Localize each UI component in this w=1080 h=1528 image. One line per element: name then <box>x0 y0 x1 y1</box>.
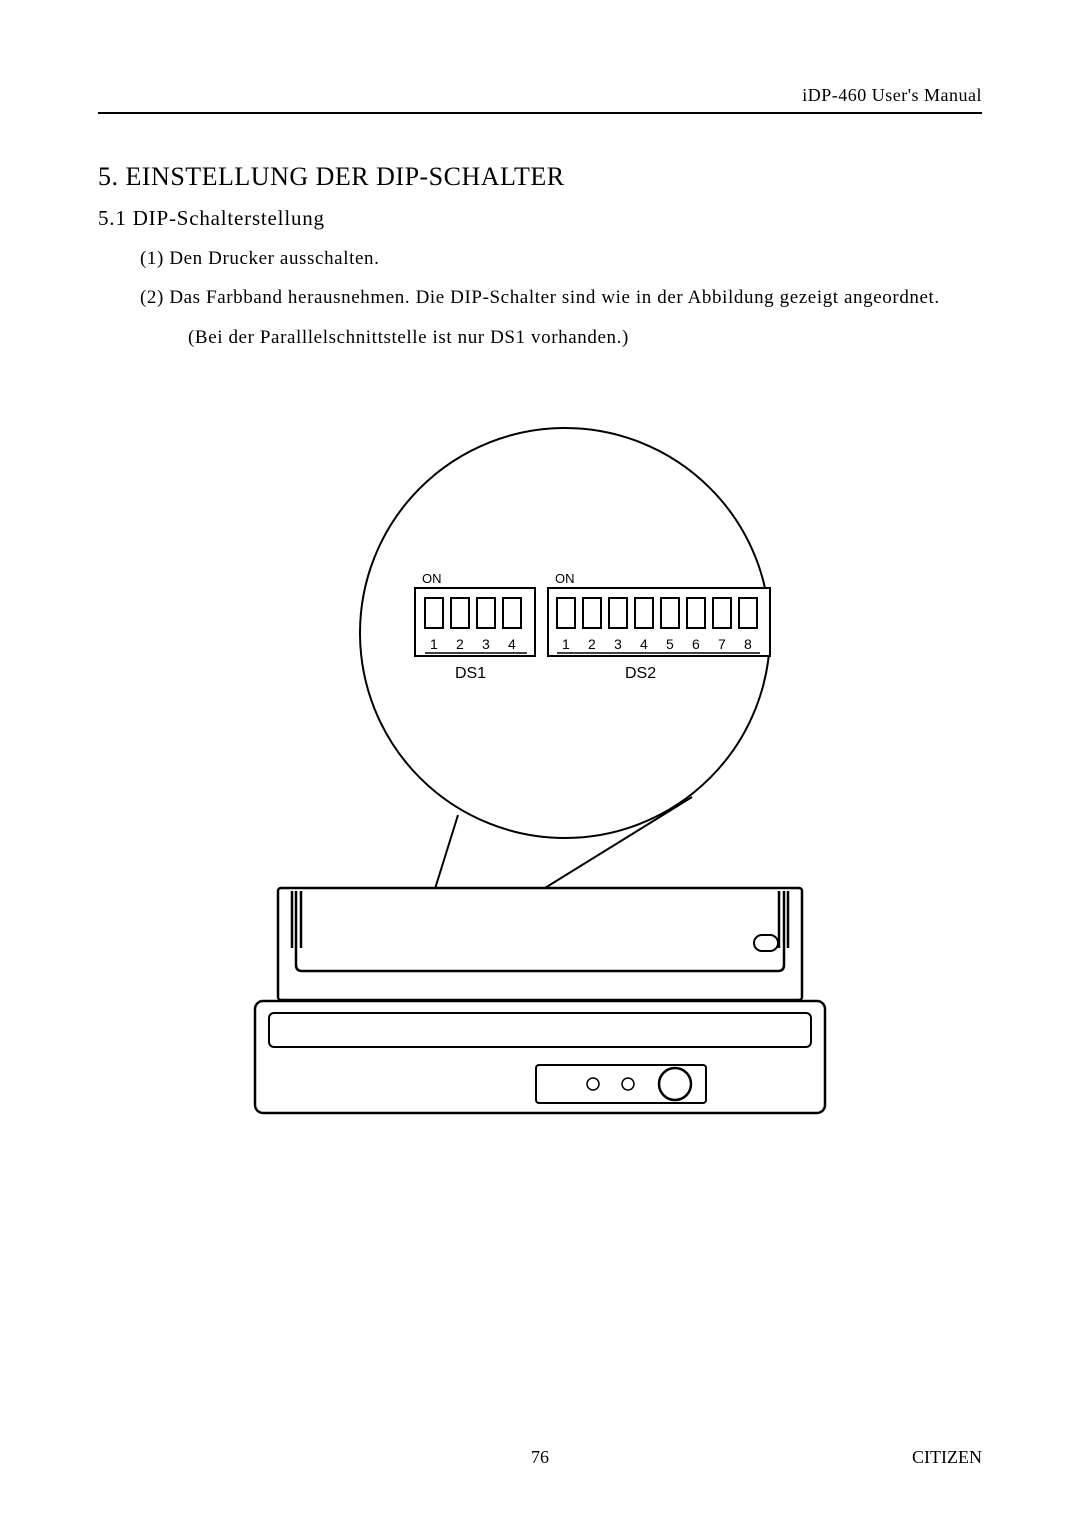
ds2-switch-6 <box>687 598 705 628</box>
power-button <box>659 1068 691 1100</box>
list-item-2-text: Das Farbband herausnehmen. Die DIP-Schal… <box>169 287 939 308</box>
ds2-switch-7 <box>713 598 731 628</box>
section-title-text: EINSTELLUNG DER DIP-SCHALTER <box>126 162 565 191</box>
ds1-num-3: 3 <box>482 636 490 652</box>
ds1-switch-3 <box>477 598 495 628</box>
ds1-switch-2 <box>451 598 469 628</box>
footer-brand: CITIZEN <box>912 1447 982 1468</box>
ds1-on-label: ON <box>422 571 442 586</box>
ds2-switch-2 <box>583 598 601 628</box>
section-title: 5. EINSTELLUNG DER DIP-SCHALTER <box>98 162 982 192</box>
subsection-number: 5.1 <box>98 206 127 230</box>
ds2-switch-5 <box>661 598 679 628</box>
ds2-num-7: 7 <box>718 636 726 652</box>
list-item-2: (2) Das Farbband herausnehmen. Die DIP-S… <box>140 282 982 313</box>
ds1-switch-1 <box>425 598 443 628</box>
section-number: 5. <box>98 162 119 191</box>
ds2-num-6: 6 <box>692 636 700 652</box>
printer-top-bar <box>278 888 802 1000</box>
diagram-container: ON 1 2 3 4 DS1 ON <box>98 413 982 1123</box>
ds2-switch-4 <box>635 598 653 628</box>
ds1-name: DS1 <box>455 665 486 682</box>
ds2-block <box>548 588 770 656</box>
ds2-switch-3 <box>609 598 627 628</box>
printer-knob <box>754 935 778 951</box>
list-item-2-num: (2) <box>140 287 164 308</box>
page-number: 76 <box>531 1447 549 1468</box>
list-item-2-note: (Bei der Paralllelschnittstelle ist nur … <box>188 322 982 353</box>
dip-switch-diagram: ON 1 2 3 4 DS1 ON <box>230 413 850 1123</box>
ds1-num-2: 2 <box>456 636 464 652</box>
ds2-num-4: 4 <box>640 636 648 652</box>
ds2-num-3: 3 <box>614 636 622 652</box>
header-manual-title: iDP-460 User's Manual <box>98 85 982 114</box>
ds1-num-4: 4 <box>508 636 516 652</box>
ds2-num-5: 5 <box>666 636 674 652</box>
ds1-num-1: 1 <box>430 636 438 652</box>
ds2-on-label: ON <box>555 571 575 586</box>
ds2-num-2: 2 <box>588 636 596 652</box>
subsection-title: 5.1 DIP-Schalterstellung <box>98 206 982 231</box>
ds1-switch-4 <box>503 598 521 628</box>
indicator-2 <box>622 1078 634 1090</box>
indicator-1 <box>587 1078 599 1090</box>
list-item-1-num: (1) <box>140 248 164 269</box>
footer: 76 CITIZEN <box>98 1447 982 1468</box>
ds2-name: DS2 <box>625 665 656 682</box>
list-item-1: (1) Den Drucker ausschalten. <box>140 243 982 274</box>
ds2-num-8: 8 <box>744 636 752 652</box>
printer-inner-line <box>269 1013 811 1047</box>
ds2-num-1: 1 <box>562 636 570 652</box>
ds2-switch-1 <box>557 598 575 628</box>
ds2-switch-8 <box>739 598 757 628</box>
list-item-1-text: Den Drucker ausschalten. <box>169 248 379 269</box>
subsection-title-text: DIP-Schalterstellung <box>133 206 325 230</box>
